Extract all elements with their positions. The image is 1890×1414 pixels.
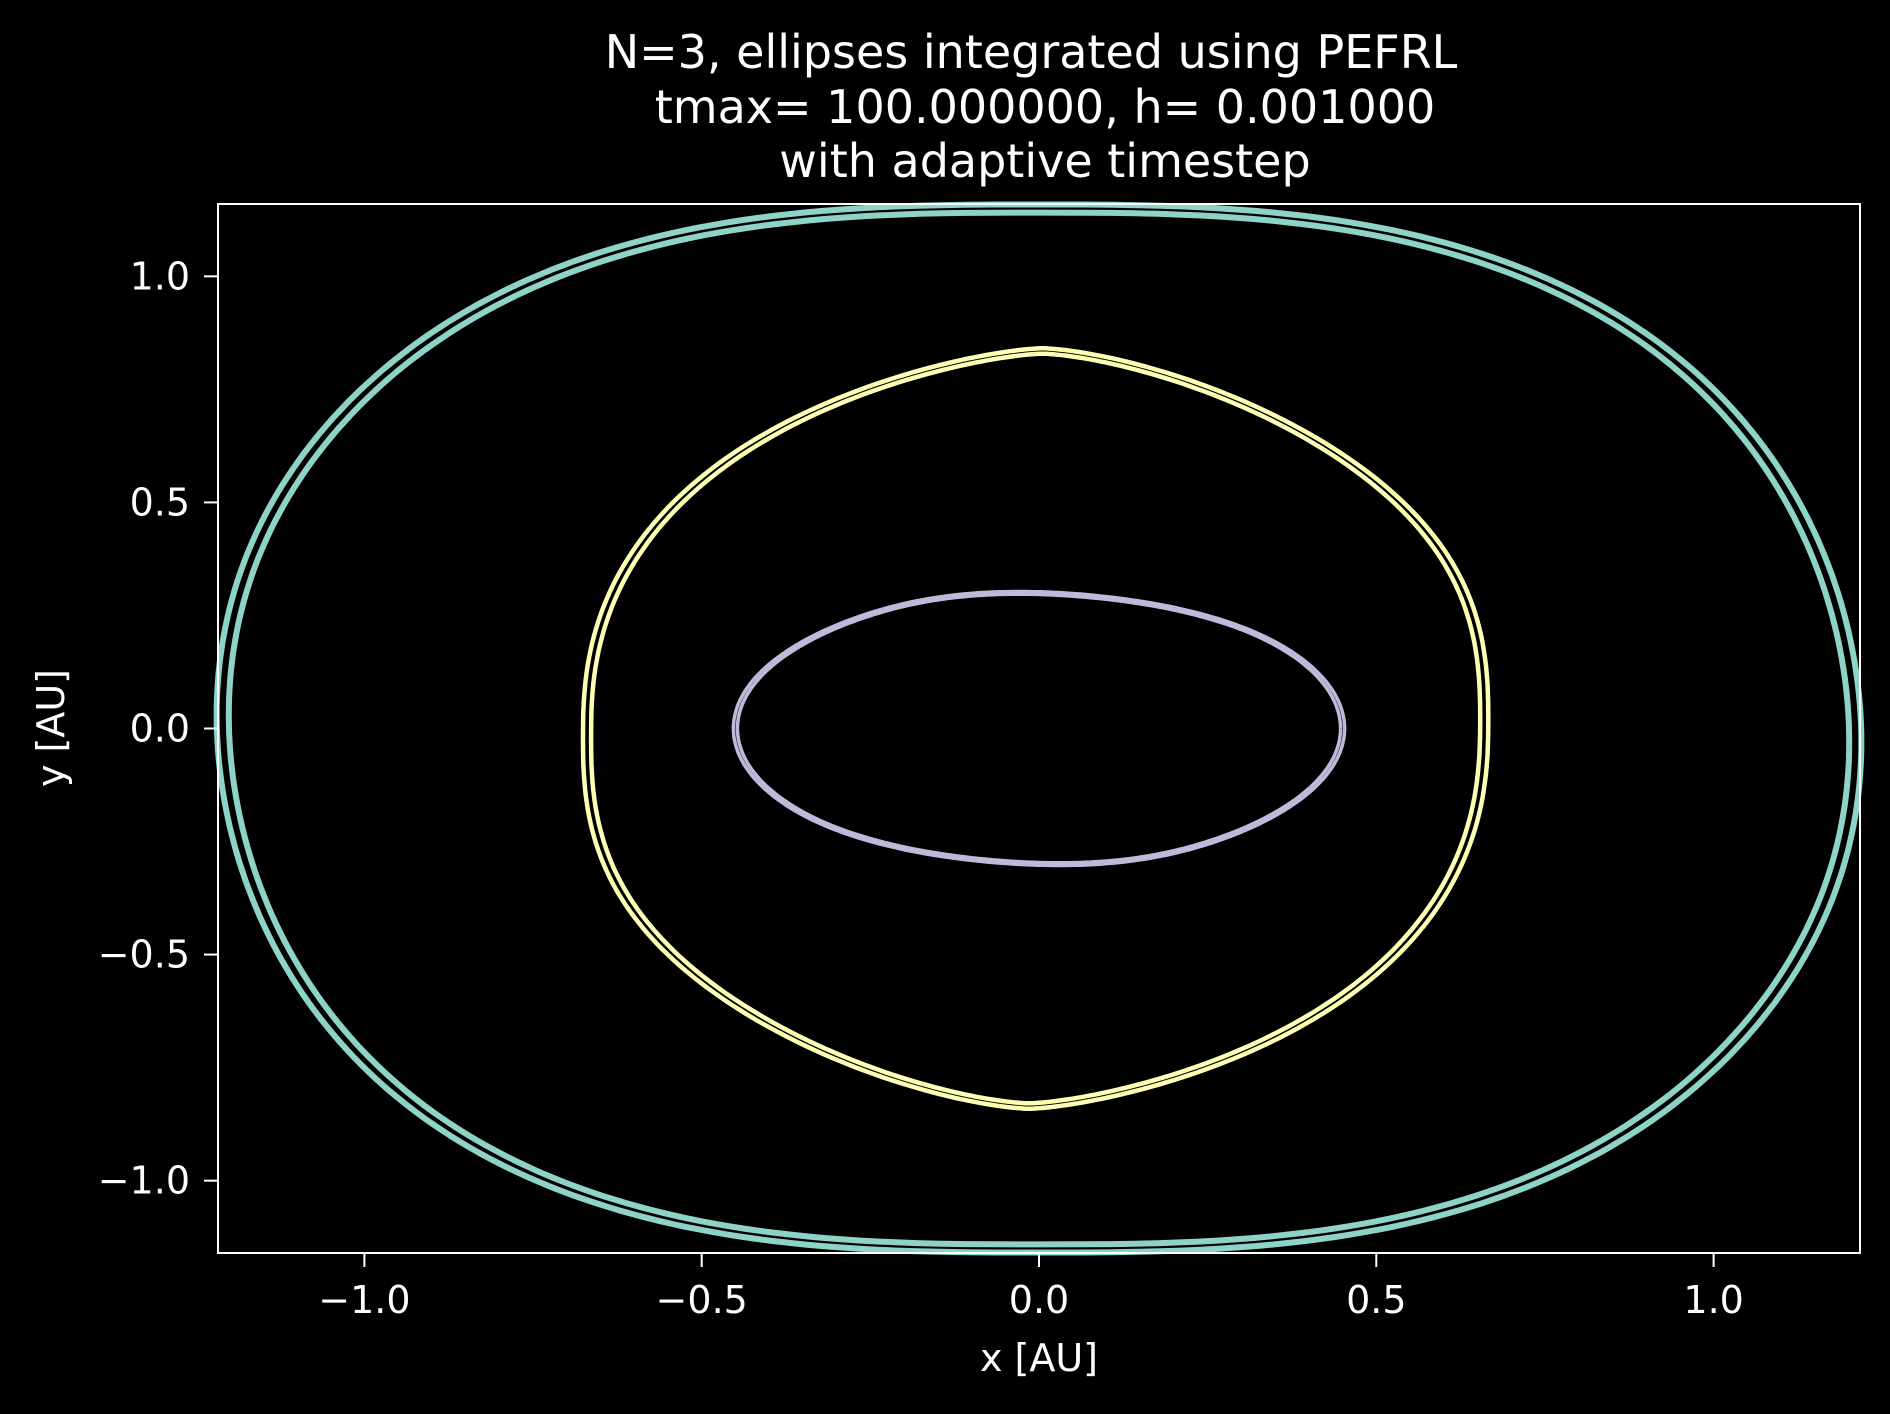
orbit-series-3 xyxy=(731,589,1347,868)
y-tick-label: −1.0 xyxy=(98,1159,190,1203)
orbit-series-3-trace-2 xyxy=(731,589,1347,868)
orbit-series-1-trace-1 xyxy=(225,209,1853,1248)
chart-title-line-2: tmax= 100.000000, h= 0.001000 xyxy=(655,80,1436,134)
orbit-series-1 xyxy=(213,201,1865,1256)
y-axis-label: y [AU] xyxy=(29,669,73,787)
orbit-series-2 xyxy=(580,345,1491,1112)
x-tick-label: 0.0 xyxy=(1009,1278,1069,1322)
orbit-series-3-trace-1 xyxy=(735,592,1343,865)
x-tick-label: −0.5 xyxy=(656,1278,748,1322)
plot-frame xyxy=(217,203,1861,1254)
orbit-series-2-trace-1 xyxy=(588,351,1483,1106)
x-tick-label: −1.0 xyxy=(318,1278,410,1322)
y-tick-label: 0.5 xyxy=(130,480,190,524)
orbit-series-1-trace-2 xyxy=(213,201,1865,1256)
chart-title: N=3, ellipses integrated using PEFRL tma… xyxy=(605,25,1458,188)
x-axis-ticks: −1.0 −0.5 0.0 0.5 1.0 xyxy=(318,1253,1744,1322)
y-tick-label: 0.0 xyxy=(130,707,190,751)
series-group xyxy=(213,201,1865,1256)
chart-title-line-1: N=3, ellipses integrated using PEFRL xyxy=(605,25,1458,79)
x-tick-label: 1.0 xyxy=(1683,1278,1743,1322)
orbit-series-2-trace-2 xyxy=(580,345,1491,1112)
x-tick-label: 0.5 xyxy=(1346,1278,1406,1322)
y-axis-ticks: 1.0 0.5 0.0 −0.5 −1.0 xyxy=(98,254,218,1203)
chart-title-line-3: with adaptive timestep xyxy=(779,134,1310,188)
y-tick-label: −0.5 xyxy=(98,933,190,977)
y-tick-label: 1.0 xyxy=(130,254,190,298)
x-axis-label: x [AU] xyxy=(980,1336,1098,1380)
